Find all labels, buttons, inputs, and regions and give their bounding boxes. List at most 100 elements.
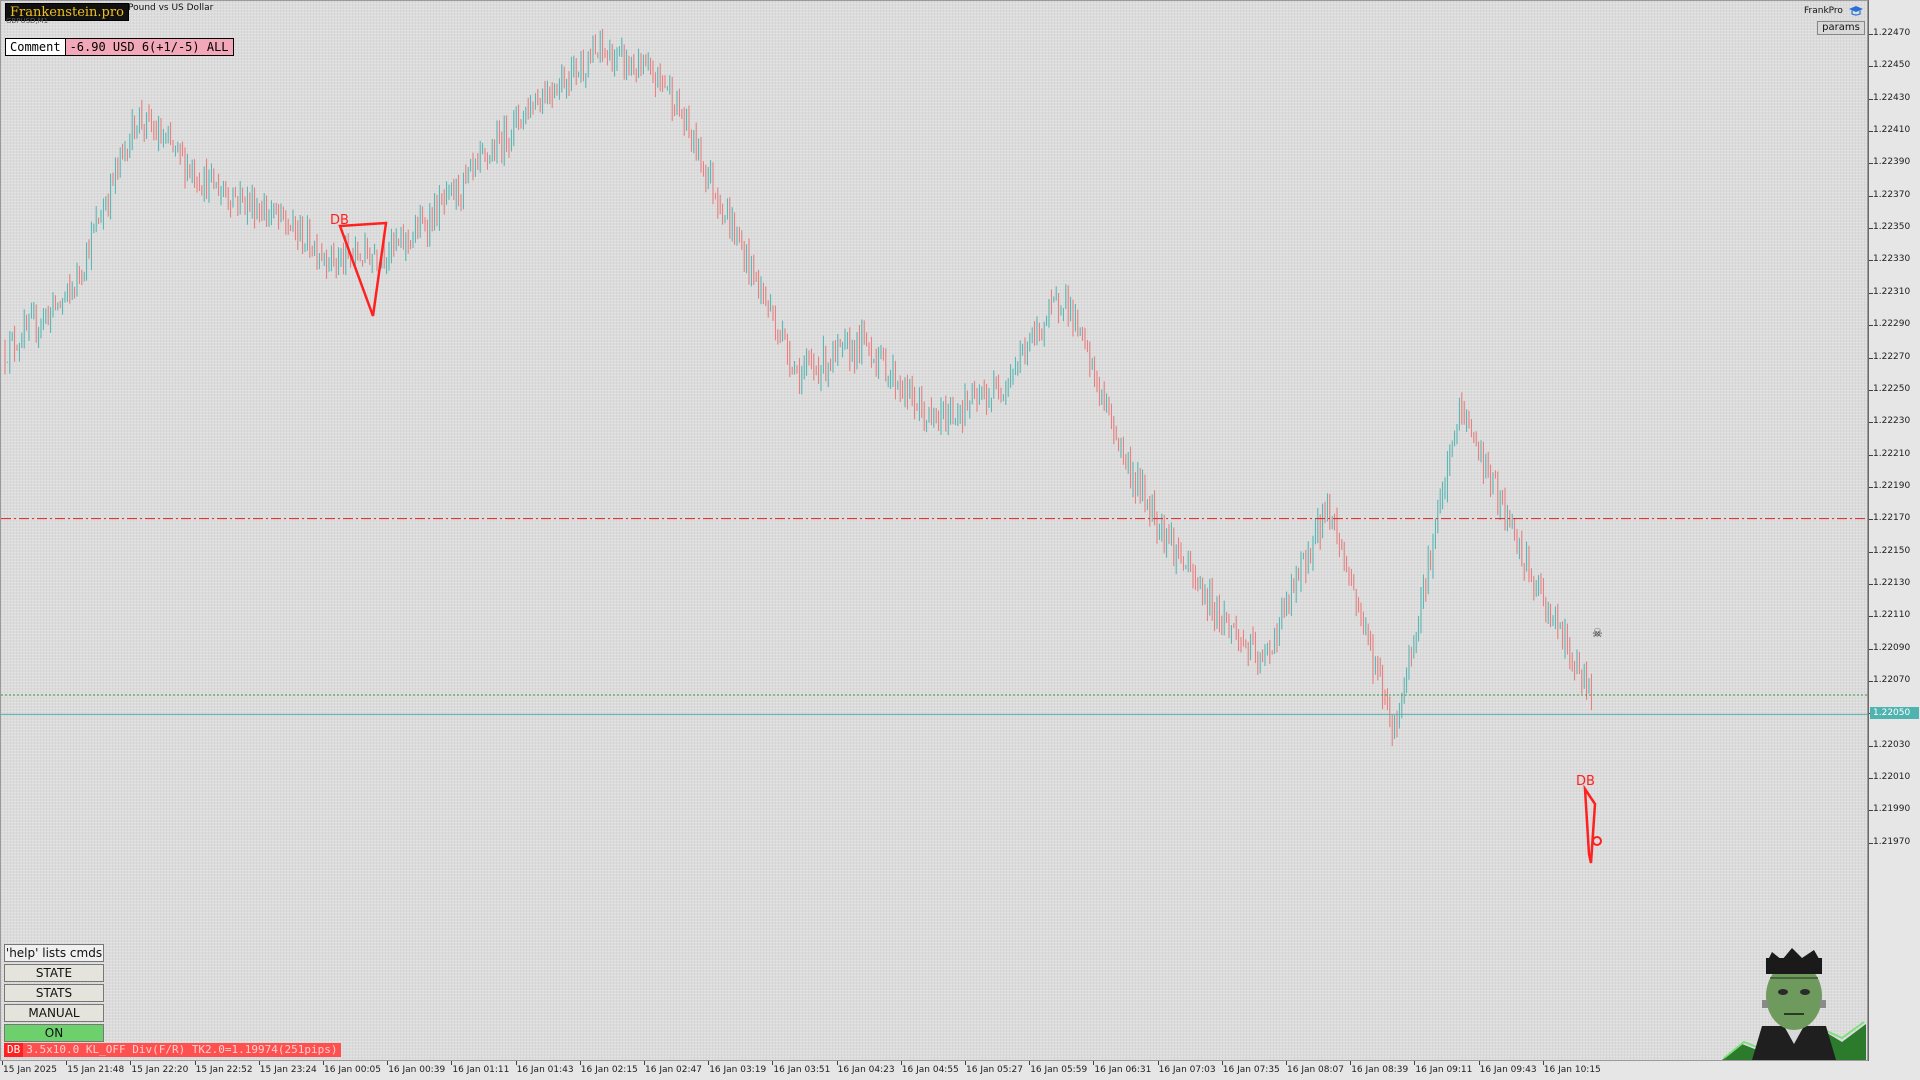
price-label: 1.22390 bbox=[1873, 157, 1911, 168]
candlestick-chart[interactable]: DB DB ☠ bbox=[1, 1, 1869, 1062]
price-label: 1.22030 bbox=[1873, 739, 1911, 750]
time-label: 16 Jan 05:59 bbox=[1030, 1065, 1088, 1075]
price-tick bbox=[1869, 454, 1873, 456]
time-label: 16 Jan 00:05 bbox=[324, 1065, 381, 1075]
symbol-title: Pound vs US Dollar bbox=[128, 3, 214, 13]
stats-button[interactable]: STATS bbox=[4, 984, 104, 1002]
time-label: 16 Jan 00:39 bbox=[388, 1065, 446, 1075]
help-button[interactable]: 'help' lists cmds bbox=[4, 944, 104, 962]
manual-button[interactable]: MANUAL bbox=[4, 1004, 104, 1022]
time-tick bbox=[515, 1061, 517, 1065]
price-tick bbox=[1869, 389, 1873, 391]
time-tick bbox=[965, 1061, 966, 1065]
pattern-label-1: DB bbox=[330, 213, 349, 228]
time-label: 16 Jan 01:43 bbox=[516, 1065, 574, 1075]
price-label: 1.21990 bbox=[1873, 804, 1911, 815]
time-label: 16 Jan 04:23 bbox=[837, 1065, 895, 1075]
pattern-triangle-1 bbox=[338, 221, 388, 317]
state-button[interactable]: STATE bbox=[4, 964, 104, 982]
price-label: 1.22410 bbox=[1873, 125, 1911, 136]
comment-label: Comment bbox=[5, 38, 66, 56]
price-label: 1.22190 bbox=[1873, 480, 1911, 491]
price-tick bbox=[1869, 163, 1873, 165]
comment-value: -6.90 USD 6(+1/-5) ALL bbox=[65, 38, 234, 56]
price-tick bbox=[1869, 810, 1873, 812]
price-label: 1.22230 bbox=[1873, 416, 1911, 427]
price-tick bbox=[1869, 519, 1873, 521]
price-label: 1.22170 bbox=[1873, 513, 1911, 524]
price-tick bbox=[1869, 745, 1873, 747]
frankpro-label: FrankPro bbox=[1804, 6, 1843, 16]
time-label: 16 Jan 03:19 bbox=[709, 1065, 767, 1075]
time-tick bbox=[1093, 1061, 1095, 1065]
time-tick bbox=[836, 1061, 838, 1065]
time-axis[interactable]: 15 Jan 2025 15 Jan 21:48 15 Jan 22:20 15 Ja… bbox=[0, 1061, 1920, 1080]
time-label: 15 Jan 22:52 bbox=[195, 1065, 253, 1075]
current-price-badge: 1.22050 bbox=[1870, 707, 1919, 720]
comment-box: Comment -6.90 USD 6(+1/-5) ALL bbox=[5, 38, 234, 56]
time-label: 16 Jan 07:03 bbox=[1158, 1065, 1216, 1075]
price-label: 1.22270 bbox=[1873, 351, 1911, 362]
time-label: 16 Jan 02:15 bbox=[580, 1065, 638, 1075]
time-label: 16 Jan 03:51 bbox=[773, 1065, 831, 1075]
status-strip: DB 3.5x10.0 KL_OFF Div(F/R) TK2.0=1.1997… bbox=[4, 1043, 341, 1057]
chart-area[interactable]: DB DB ☠ bbox=[0, 0, 1869, 1062]
price-tick bbox=[1869, 422, 1873, 424]
time-tick bbox=[772, 1061, 774, 1065]
price-tick bbox=[1869, 325, 1873, 327]
time-label: 16 Jan 01:11 bbox=[452, 1065, 510, 1075]
time-tick bbox=[130, 1061, 132, 1065]
price-label: 1.22250 bbox=[1873, 383, 1911, 394]
time-tick bbox=[1029, 1061, 1031, 1065]
price-label: 1.22210 bbox=[1873, 448, 1911, 459]
time-tick bbox=[323, 1061, 324, 1065]
price-label: 1.22150 bbox=[1873, 545, 1911, 556]
status-tag: DB bbox=[4, 1043, 24, 1057]
price-label: 1.21970 bbox=[1873, 836, 1911, 847]
price-label: 1.22130 bbox=[1873, 577, 1911, 588]
symbol-subtitle: GBPUSD,M1 bbox=[6, 17, 49, 25]
time-tick bbox=[66, 1061, 68, 1065]
price-tick bbox=[1869, 778, 1873, 780]
price-tick bbox=[1869, 195, 1873, 197]
time-label: 16 Jan 07:35 bbox=[1222, 1065, 1280, 1075]
time-label: 16 Jan 06:31 bbox=[1094, 1065, 1152, 1075]
price-axis[interactable]: 1.22470 1.22450 1.22430 1.22410 1.22390 1.223… bbox=[1868, 0, 1920, 1061]
candles-group bbox=[4, 28, 1592, 747]
status-text: 3.5x10.0 KL_OFF Div(F/R) TK2.0=1.19974(2… bbox=[23, 1043, 341, 1057]
command-panel: 'help' lists cmds STATE STATS MANUAL ON bbox=[4, 944, 106, 1044]
graduation-cap-icon[interactable] bbox=[1849, 5, 1863, 17]
price-tick bbox=[1869, 66, 1873, 68]
price-label: 1.22430 bbox=[1873, 92, 1911, 103]
time-tick bbox=[1478, 1061, 1480, 1065]
price-tick bbox=[1869, 98, 1873, 100]
price-label: 1.22350 bbox=[1873, 222, 1911, 233]
time-label: 16 Jan 10:15 bbox=[1543, 1065, 1601, 1075]
time-label: 15 Jan 23:24 bbox=[259, 1065, 317, 1075]
time-tick bbox=[1286, 1061, 1287, 1065]
time-label: 16 Jan 02:47 bbox=[645, 1065, 702, 1075]
frankenstein-mascot-image bbox=[1722, 948, 1866, 1060]
price-label: 1.22070 bbox=[1873, 675, 1911, 685]
time-label: 16 Jan 09:11 bbox=[1415, 1065, 1473, 1075]
time-tick bbox=[644, 1061, 645, 1065]
on-button[interactable]: ON bbox=[4, 1024, 104, 1042]
price-tick bbox=[1869, 681, 1873, 682]
pattern-triangle-2 bbox=[1583, 784, 1597, 864]
price-label: 1.22450 bbox=[1873, 60, 1911, 71]
price-label: 1.22330 bbox=[1873, 254, 1911, 265]
time-tick bbox=[451, 1061, 453, 1065]
time-tick bbox=[1414, 1061, 1416, 1065]
time-tick bbox=[258, 1061, 260, 1065]
time-label: 16 Jan 09:43 bbox=[1479, 1065, 1537, 1075]
params-button[interactable]: params bbox=[1817, 21, 1865, 35]
price-tick bbox=[1869, 228, 1873, 230]
brand-logo: Frankenstein.pro bbox=[5, 3, 129, 21]
price-tick bbox=[1869, 648, 1873, 650]
price-label: 1.22470 bbox=[1873, 28, 1911, 38]
price-label: 1.22370 bbox=[1873, 189, 1911, 200]
price-tick bbox=[1869, 616, 1873, 618]
time-label: 16 Jan 05:27 bbox=[966, 1065, 1023, 1075]
price-label: 1.22090 bbox=[1873, 642, 1911, 653]
price-tick bbox=[1869, 583, 1873, 585]
